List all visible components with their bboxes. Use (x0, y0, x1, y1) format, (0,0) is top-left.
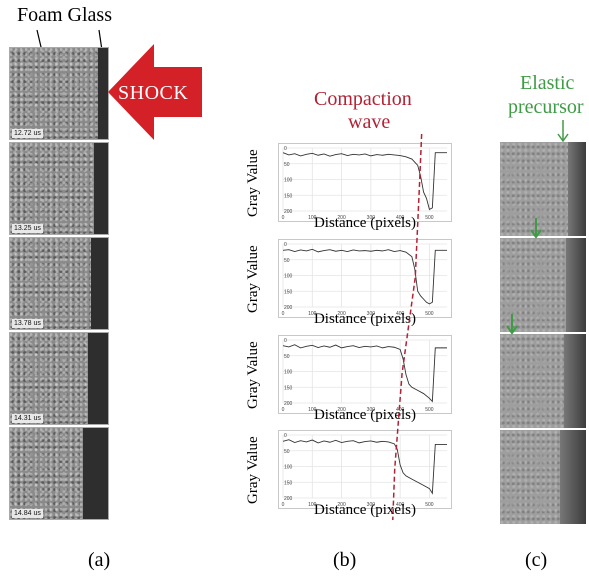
difference-frame-c (500, 334, 586, 428)
shock-region (566, 238, 586, 332)
shock-region (568, 142, 586, 236)
difference-frame-c (500, 430, 586, 524)
shock-region (564, 334, 586, 428)
precursor-front-arrow-icon (529, 218, 543, 240)
elastic-title-2: precursor (508, 96, 584, 119)
compaction-front-dash (393, 134, 422, 520)
caption-b: (b) (333, 549, 356, 572)
shock-region (560, 430, 586, 524)
difference-frame-c (500, 142, 586, 236)
precursor-front-arrow-icon (505, 314, 519, 336)
caption-c: (c) (525, 549, 547, 572)
precursor-arrow-icon (556, 120, 570, 144)
elastic-title-1: Elastic (520, 72, 574, 95)
